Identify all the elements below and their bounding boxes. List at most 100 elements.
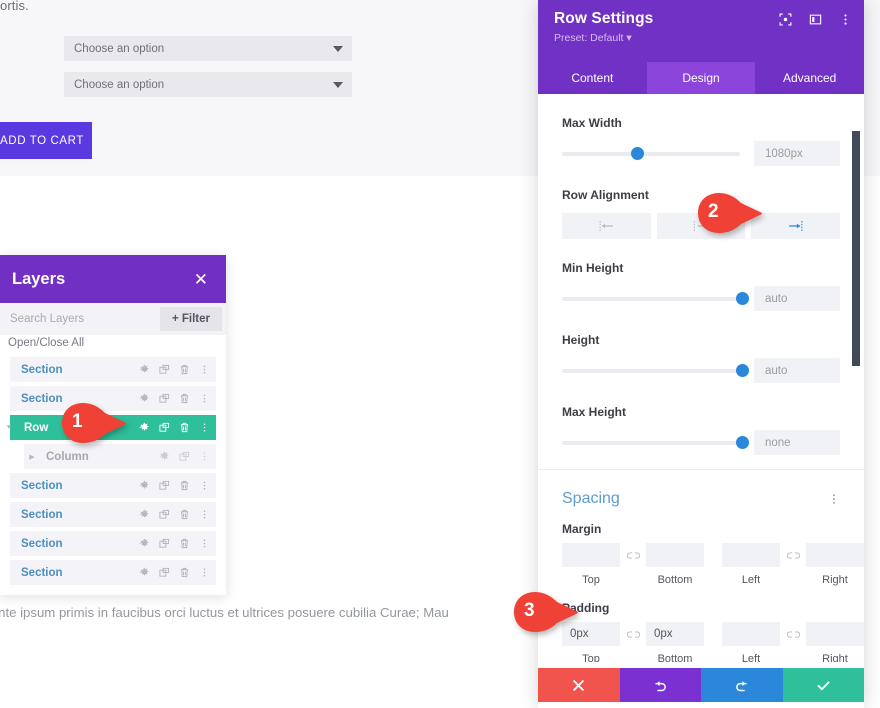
padding-vertical-link[interactable]	[620, 622, 646, 646]
max-height-slider[interactable]	[562, 435, 750, 450]
duplicate-icon[interactable]	[179, 451, 190, 462]
tab-design[interactable]: Design	[646, 62, 756, 94]
dots-icon[interactable]	[199, 451, 210, 462]
trash-icon[interactable]	[179, 364, 190, 375]
margin-top-input[interactable]	[562, 543, 620, 567]
slider-knob[interactable]	[736, 363, 750, 377]
trash-icon[interactable]	[179, 538, 190, 549]
padding-top-cell: 0px Top	[562, 622, 620, 662]
product-option-select-1[interactable]: Choose an option	[64, 36, 352, 61]
chevron-down-icon[interactable]: ▼	[5, 424, 13, 431]
trash-icon[interactable]	[179, 422, 190, 433]
list-item[interactable]: Section	[10, 386, 216, 411]
modal-scrollbar[interactable]	[852, 131, 860, 366]
row-alignment-label: Row Alignment	[562, 188, 649, 202]
max-width-slider[interactable]	[562, 146, 740, 161]
save-button[interactable]	[782, 668, 864, 702]
dots-icon[interactable]	[199, 567, 210, 578]
duplicate-icon[interactable]	[159, 480, 170, 491]
padding-bottom-input[interactable]: 0px	[646, 622, 704, 646]
redo-button[interactable]	[701, 668, 783, 702]
slider-knob[interactable]	[736, 435, 750, 449]
min-height-input[interactable]: auto	[754, 286, 840, 311]
tab-content[interactable]: Content	[571, 71, 614, 85]
layout-icon[interactable]	[809, 13, 822, 26]
duplicate-icon[interactable]	[159, 509, 170, 520]
gear-icon[interactable]	[139, 509, 150, 520]
list-item[interactable]: Section	[10, 560, 216, 585]
list-item[interactable]: Section	[10, 531, 216, 556]
layer-label: Column	[46, 450, 89, 463]
trash-icon[interactable]	[179, 393, 190, 404]
gear-icon[interactable]	[139, 364, 150, 375]
duplicate-icon[interactable]	[159, 538, 170, 549]
dots-icon[interactable]	[199, 364, 210, 375]
margin-bottom-caption: Bottom	[657, 574, 693, 586]
margin-right-input[interactable]	[806, 543, 864, 567]
padding-left-input[interactable]	[722, 622, 780, 646]
margin-vertical-link[interactable]	[620, 543, 646, 567]
broken-link-icon	[626, 551, 640, 559]
spacing-section-title[interactable]: Spacing	[562, 490, 620, 507]
margin-left-input[interactable]	[722, 543, 780, 567]
broken-link-icon	[786, 630, 800, 638]
padding-horizontal-link[interactable]	[780, 622, 806, 646]
list-item-column[interactable]: ▶ Column	[24, 444, 216, 469]
dots-icon[interactable]	[199, 393, 210, 404]
check-icon	[817, 680, 830, 690]
max-width-input[interactable]: 1080px	[754, 141, 840, 166]
dots-icon[interactable]	[199, 538, 210, 549]
max-height-input[interactable]: none	[754, 430, 840, 455]
duplicate-icon[interactable]	[159, 567, 170, 578]
search-layers-input[interactable]: Search Layers	[10, 313, 85, 325]
dots-icon[interactable]	[839, 13, 852, 26]
height-input[interactable]: auto	[754, 358, 840, 383]
add-to-cart-button[interactable]: ADD TO CART	[0, 122, 92, 159]
padding-right-input[interactable]	[806, 622, 864, 646]
list-item[interactable]: Section	[10, 357, 216, 382]
padding-top-caption: Top	[582, 653, 600, 662]
duplicate-icon[interactable]	[159, 393, 170, 404]
preset-selector[interactable]: Preset: Default ▾	[554, 32, 632, 44]
product-option-select-2[interactable]: Choose an option	[64, 72, 352, 97]
gear-icon[interactable]	[159, 451, 170, 462]
layer-label: Section	[21, 566, 63, 579]
padding-horizontal-pair: Left Right	[722, 622, 864, 662]
cancel-button[interactable]	[538, 668, 620, 702]
undo-button[interactable]	[619, 668, 701, 702]
row-settings-modal: Row Settings Preset: Default ▾ Content D…	[538, 0, 864, 708]
dots-icon[interactable]	[828, 493, 840, 505]
dots-icon[interactable]	[199, 422, 210, 433]
slider-knob[interactable]	[736, 291, 750, 305]
open-close-all-toggle[interactable]: Open/Close All	[8, 337, 85, 349]
gear-icon[interactable]	[139, 567, 150, 578]
list-item[interactable]: Section	[10, 502, 216, 527]
tab-advanced[interactable]: Advanced	[782, 71, 837, 85]
close-icon[interactable]: ✕	[193, 269, 208, 289]
page-text-fragment: ortis.	[0, 0, 29, 13]
filter-button[interactable]: + Filter	[159, 307, 222, 331]
trash-icon[interactable]	[179, 567, 190, 578]
gear-icon[interactable]	[139, 538, 150, 549]
padding-top-input[interactable]: 0px	[562, 622, 620, 646]
chevron-right-icon[interactable]: ▶	[29, 453, 35, 461]
duplicate-icon[interactable]	[159, 422, 170, 433]
duplicate-icon[interactable]	[159, 364, 170, 375]
trash-icon[interactable]	[179, 480, 190, 491]
height-slider[interactable]	[562, 363, 750, 378]
margin-bottom-input[interactable]	[646, 543, 704, 567]
gear-icon[interactable]	[139, 422, 150, 433]
trash-icon[interactable]	[179, 509, 190, 520]
list-item[interactable]: Section	[10, 473, 216, 498]
gear-icon[interactable]	[139, 480, 150, 491]
margin-horizontal-link[interactable]	[780, 543, 806, 567]
gear-icon[interactable]	[139, 393, 150, 404]
slider-knob[interactable]	[631, 146, 645, 160]
product-option-select-2-value: Choose an option	[74, 78, 165, 91]
focus-icon[interactable]	[779, 13, 792, 26]
min-height-slider[interactable]	[562, 291, 750, 306]
align-right-button[interactable]	[751, 213, 841, 239]
dots-icon[interactable]	[199, 509, 210, 520]
dots-icon[interactable]	[199, 480, 210, 491]
align-left-button[interactable]	[562, 213, 651, 239]
